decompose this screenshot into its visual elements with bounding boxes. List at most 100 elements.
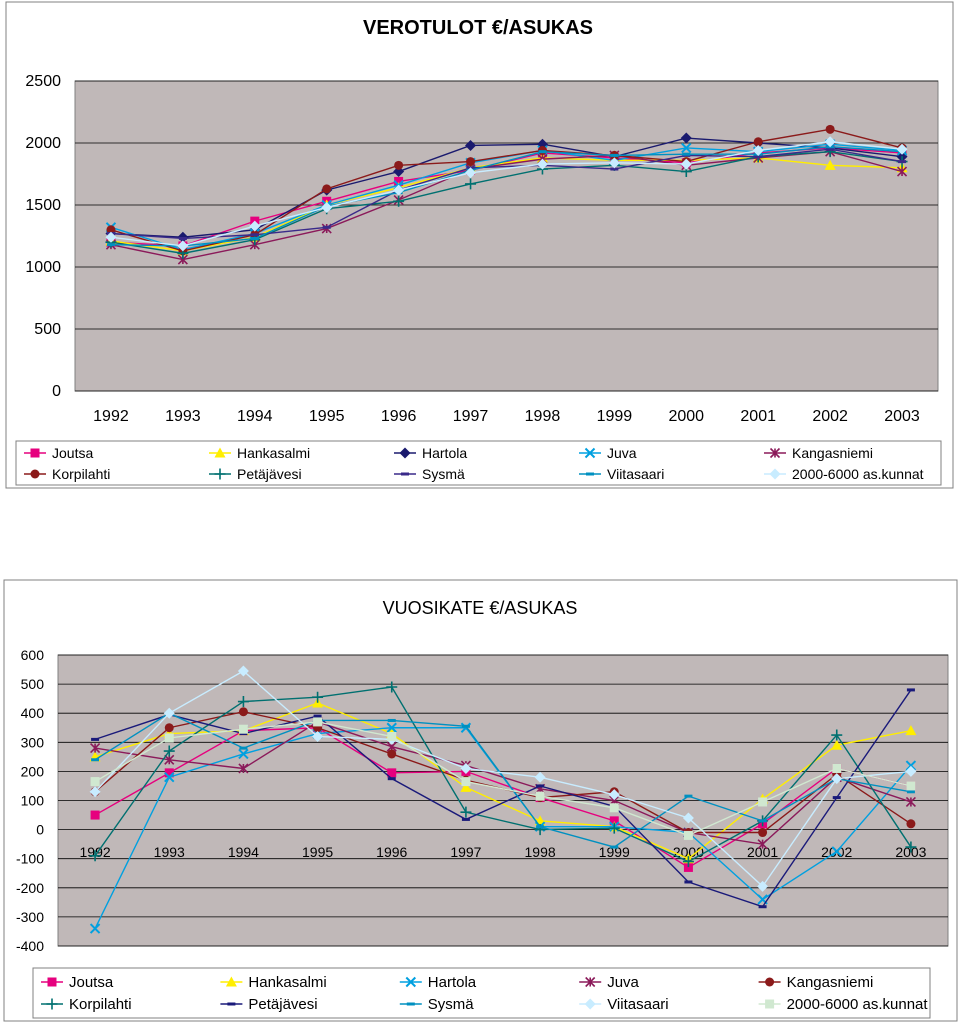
data-point (394, 160, 404, 170)
x-tick-label: 1995 (302, 844, 333, 860)
data-point (105, 231, 117, 243)
legend-marker (584, 447, 596, 459)
data-point (387, 718, 396, 722)
data-point (758, 797, 768, 807)
data-point (609, 803, 619, 813)
legend-label: Joutsa (69, 974, 114, 991)
data-point (608, 157, 620, 169)
y-tick-label: -400 (16, 938, 44, 954)
x-tick-label: 1994 (237, 408, 273, 425)
data-point (387, 731, 397, 741)
x-tick-label: 1992 (93, 408, 129, 425)
data-point (312, 691, 324, 703)
legend-marker (47, 977, 57, 987)
data-point (824, 136, 836, 148)
data-point (466, 157, 476, 167)
legend (15, 440, 942, 486)
legend (32, 967, 931, 1019)
data-point (610, 153, 619, 157)
y-tick-label: -200 (16, 880, 44, 896)
legend-marker (399, 447, 411, 459)
data-point (89, 850, 101, 862)
legend-entry: Hankasalmi (220, 974, 327, 991)
series-line (94, 721, 912, 837)
x-tick-label: 1993 (154, 844, 185, 860)
legend-label: Sysmä (428, 996, 475, 1013)
legend-entry: Joutsa (24, 445, 93, 461)
data-point (238, 707, 248, 717)
legend-entry: Viitasaari (579, 996, 669, 1013)
series-line (110, 150, 903, 261)
data-point (250, 236, 259, 240)
data-point (387, 749, 397, 759)
x-tick-label: 1998 (525, 408, 561, 425)
data-point (163, 745, 175, 757)
legend-marker (585, 976, 596, 988)
x-tick-label: 1996 (381, 408, 417, 425)
verotulot-chart: VEROTULOT €/ASUKAS 0 500 1000 1500 2000 2500 19… (5, 1, 954, 489)
legend-label: Hartola (428, 974, 477, 991)
data-point (826, 147, 835, 151)
data-point (239, 746, 248, 750)
y-tick-label: 600 (21, 647, 45, 663)
data-point (610, 845, 619, 849)
legend-marker (30, 448, 40, 458)
data-point (831, 739, 843, 750)
data-point (896, 166, 908, 177)
data-point (321, 201, 333, 213)
data-point (608, 789, 620, 801)
data-point (905, 796, 916, 808)
data-point (896, 143, 908, 155)
legend-label: Hartola (422, 445, 467, 461)
data-point (312, 730, 324, 742)
series-line (94, 670, 911, 888)
legend-label: Viitasaari (607, 466, 664, 482)
legend-marker (214, 447, 226, 458)
data-point (758, 905, 767, 909)
legend-entry: Kangasniemi (764, 445, 873, 461)
data-point (608, 822, 620, 834)
data-point (238, 724, 248, 734)
data-point (684, 880, 693, 884)
series-line (110, 128, 903, 252)
data-point (680, 158, 692, 170)
data-point (832, 796, 841, 800)
legend-marker (769, 468, 781, 480)
series-line (94, 686, 912, 863)
data-point (461, 724, 470, 728)
data-point (163, 707, 175, 719)
data-point (831, 729, 843, 741)
x-tick-label: 1996 (376, 844, 407, 860)
data-point (90, 743, 101, 754)
data-point (89, 923, 101, 934)
x-tick-label: 2000 (668, 408, 704, 425)
data-point (682, 856, 694, 868)
data-point (898, 160, 907, 164)
data-point (757, 880, 769, 892)
data-point (536, 784, 545, 788)
series-line (110, 148, 903, 240)
legend-entry: 2000-6000 as.kunnat (758, 996, 928, 1013)
x-tick-label: 1999 (597, 408, 633, 425)
data-point (461, 817, 470, 821)
data-point (164, 754, 175, 765)
data-point (313, 717, 323, 727)
data-point (237, 696, 249, 708)
y-tick-label: 200 (21, 763, 45, 779)
data-point (460, 762, 472, 774)
y-tick-label: 2000 (25, 135, 61, 152)
data-point (610, 167, 619, 171)
legend-entry: Hartola (399, 974, 477, 991)
legend-entry: Korpilahti (41, 996, 132, 1013)
legend-marker (46, 998, 58, 1010)
data-point (538, 150, 547, 154)
y-tick-label: -100 (16, 851, 44, 867)
data-point (905, 841, 917, 853)
data-point (757, 839, 768, 850)
y-tick-label: 300 (21, 734, 45, 750)
legend-label: Korpilahti (69, 996, 132, 1013)
data-point (905, 760, 917, 771)
x-tick-label: 1994 (228, 844, 259, 860)
data-point (536, 158, 548, 170)
legend-label: Joutsa (52, 445, 93, 461)
